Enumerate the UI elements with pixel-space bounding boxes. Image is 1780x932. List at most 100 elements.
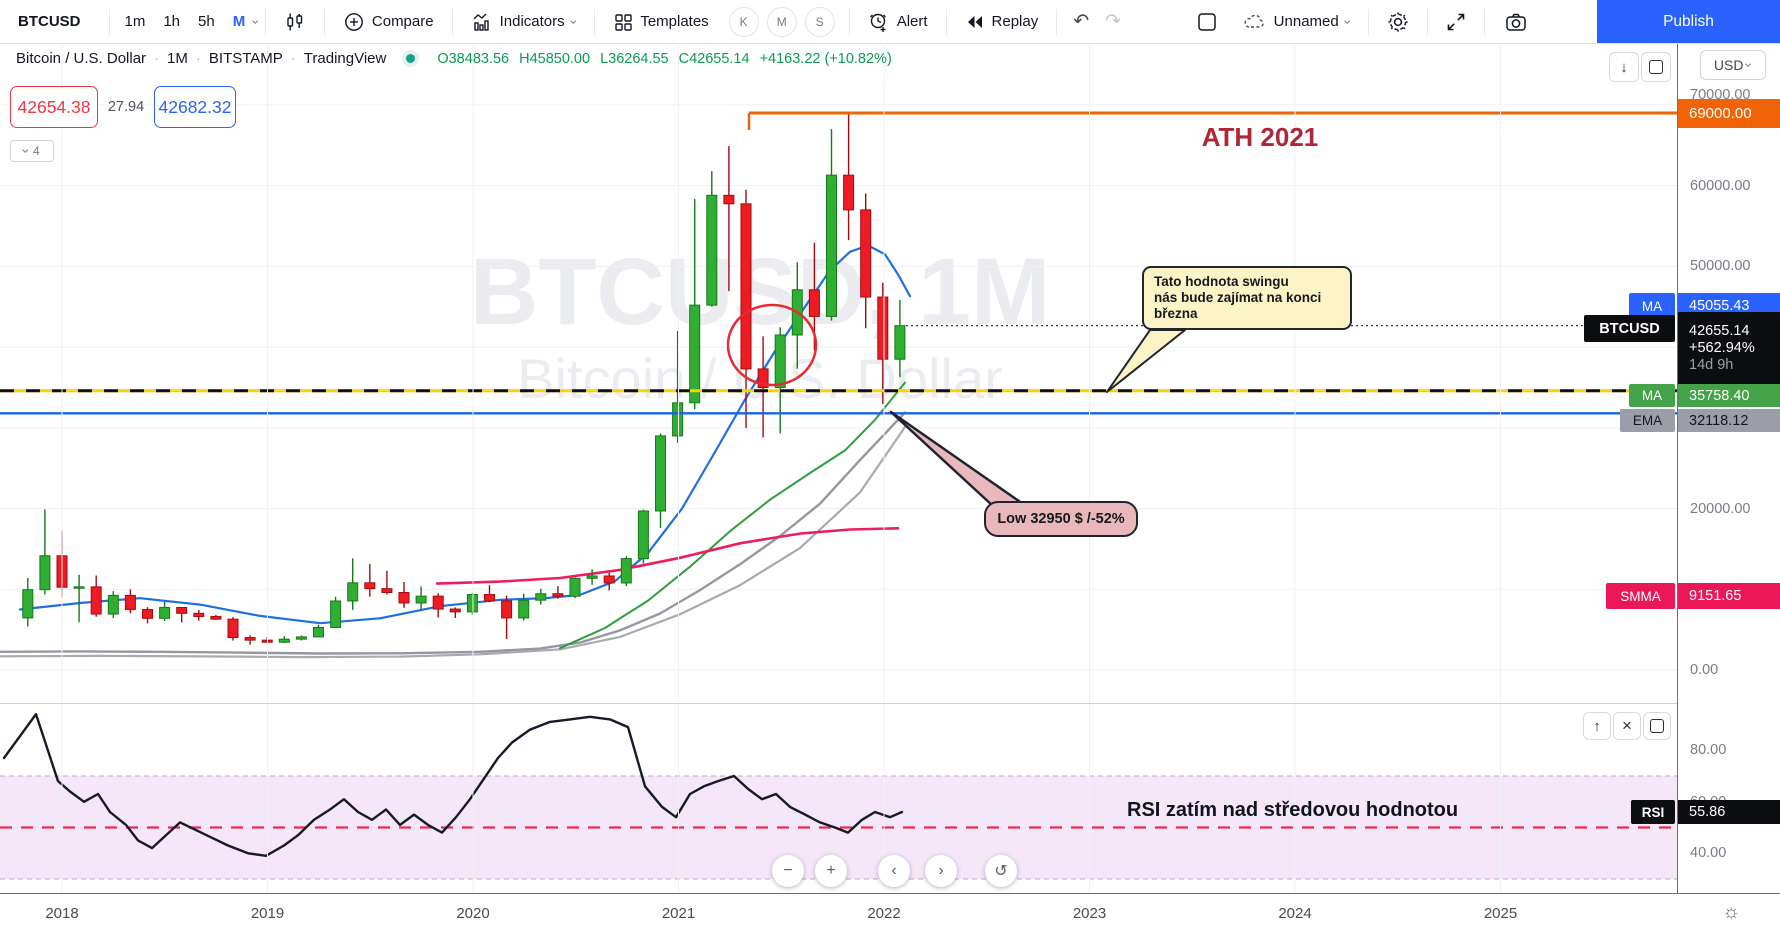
low-note-callout[interactable]: Low 32950 $ /-52% bbox=[984, 501, 1138, 537]
swing-note-callout[interactable]: Tato hodnota swingu nás bude zajímat na … bbox=[1142, 266, 1352, 330]
rsi-note-annotation[interactable]: RSI zatím nad středovou hodnotou bbox=[1127, 799, 1459, 821]
layout-select-icon[interactable] bbox=[1195, 10, 1219, 34]
ma-fast-tag: MA bbox=[1629, 293, 1675, 319]
toolbar-separator bbox=[1484, 8, 1486, 35]
year-label-2020[interactable]: 2020 bbox=[456, 905, 490, 922]
chart-style-button[interactable] bbox=[272, 1, 318, 43]
fullscreen-icon[interactable] bbox=[1445, 11, 1467, 33]
hotkey-s[interactable]: S bbox=[804, 6, 835, 37]
interval-1h[interactable]: 1h bbox=[163, 13, 181, 30]
overlay-ma-blue[interactable] bbox=[18, 244, 912, 625]
layout-chevron-down-icon: › bbox=[1340, 19, 1357, 24]
alert-button[interactable]: Alert bbox=[856, 1, 940, 43]
interval-M[interactable]: M bbox=[232, 13, 246, 30]
interval-1m[interactable]: 1m bbox=[124, 13, 146, 30]
undo-button[interactable]: ↶ bbox=[1073, 11, 1090, 32]
low-callout-tail bbox=[889, 410, 1028, 508]
object-tree-collapse-button[interactable]: › 4 bbox=[10, 140, 54, 162]
candle-body bbox=[637, 510, 649, 560]
scroll-right-button[interactable]: › bbox=[925, 855, 957, 887]
overlay-ma-green[interactable] bbox=[559, 381, 906, 650]
templates-button[interactable]: Templates bbox=[601, 1, 720, 43]
interval-5h[interactable]: 5h bbox=[198, 13, 215, 30]
candle-body bbox=[672, 402, 684, 437]
overlay-ema-gray-1[interactable] bbox=[0, 411, 907, 655]
legend-separator: · bbox=[290, 50, 296, 67]
candle-body bbox=[774, 334, 786, 388]
candle-body bbox=[159, 606, 171, 619]
pane-divider[interactable] bbox=[0, 703, 1677, 704]
candle-body bbox=[330, 600, 342, 628]
candle-body bbox=[176, 606, 188, 614]
year-label-2023[interactable]: 2023 bbox=[1072, 905, 1107, 922]
buy-price: 42682.32 bbox=[158, 96, 232, 117]
rsi-maximize-button[interactable] bbox=[1643, 712, 1671, 740]
candle-body bbox=[142, 608, 153, 619]
rsi-move-pane-up-button[interactable]: ↑ bbox=[1583, 712, 1611, 740]
scroll-to-recent-button[interactable]: ↓ bbox=[1609, 52, 1639, 82]
hotkey-k[interactable]: K bbox=[728, 6, 759, 37]
rsi-pane[interactable] bbox=[0, 713, 1677, 880]
symbol-legend[interactable]: Bitcoin / U.S. Dollar · 1M · BITSTAMP · … bbox=[16, 50, 892, 67]
time-axis-border bbox=[0, 893, 1780, 894]
replay-button[interactable]: Replay bbox=[953, 1, 1051, 43]
zoom-in-button[interactable]: + bbox=[815, 855, 847, 887]
price-axis-border bbox=[1677, 43, 1678, 893]
indicators-label: Indicators bbox=[499, 13, 565, 30]
toolbar-right-group: Unnamed › bbox=[1183, 1, 1542, 43]
ath-2021-annotation[interactable]: ATH 2021 bbox=[1201, 122, 1319, 152]
overlay-smma-pink[interactable] bbox=[435, 526, 900, 585]
redo-button[interactable]: ↷ bbox=[1105, 11, 1122, 32]
legend-provider: TradingView bbox=[303, 50, 387, 67]
scroll-left-button[interactable]: ‹ bbox=[878, 855, 910, 887]
legend-interval: 1M bbox=[167, 50, 188, 67]
open-value: O38483.56 bbox=[437, 50, 510, 67]
snapshot-camera-icon[interactable] bbox=[1504, 11, 1528, 33]
smma-value: 9151.65 bbox=[1678, 583, 1780, 609]
toolbar-separator bbox=[1368, 8, 1370, 35]
settings-gear-icon[interactable] bbox=[1386, 10, 1410, 34]
currency-toggle-button[interactable]: USD › bbox=[1700, 50, 1766, 80]
candle-body bbox=[501, 600, 513, 619]
publish-button[interactable]: Publish bbox=[1596, 0, 1780, 43]
indicators-button[interactable]: Indicators › bbox=[459, 1, 589, 43]
interval-chevron-down-icon[interactable]: › bbox=[248, 19, 265, 24]
zoom-out-button[interactable]: − bbox=[772, 855, 804, 887]
toolbar-separator bbox=[594, 8, 596, 35]
candle-body bbox=[278, 638, 290, 643]
reset-icon: ↺ bbox=[994, 863, 1008, 880]
year-label-2019[interactable]: 2019 bbox=[250, 905, 285, 922]
toolbar-separator bbox=[1056, 8, 1058, 35]
rsi-close-button[interactable]: × bbox=[1613, 712, 1641, 740]
sell-price-button[interactable]: 42654.38 bbox=[10, 86, 98, 128]
indicators-icon bbox=[473, 13, 489, 31]
red-circle-annotation[interactable] bbox=[726, 303, 818, 387]
year-label-2025[interactable]: 2025 bbox=[1483, 905, 1518, 922]
symbol-title: Bitcoin / U.S. Dollar bbox=[16, 50, 147, 67]
candle-body bbox=[466, 594, 478, 613]
overlay-ema-gray-2[interactable] bbox=[0, 425, 907, 659]
candle-body bbox=[295, 636, 307, 640]
hotkey-m[interactable]: M bbox=[766, 6, 797, 37]
cloud-save-button[interactable]: Unnamed › bbox=[1231, 1, 1363, 43]
maximize-pane-button[interactable] bbox=[1641, 52, 1671, 82]
indicators-chevron-down-icon: › bbox=[565, 19, 582, 24]
scroll-right-icon: › bbox=[938, 862, 944, 879]
buy-price-button[interactable]: 42682.32 bbox=[154, 86, 236, 128]
candle-body bbox=[843, 174, 855, 211]
compare-button[interactable]: Compare bbox=[331, 1, 446, 43]
reset-button[interactable]: ↺ bbox=[985, 855, 1017, 887]
main-pane[interactable] bbox=[0, 104, 1677, 671]
layout-name-label: Unnamed bbox=[1273, 13, 1339, 30]
symbol-price-box: 42655.14 +562.94% 14d 9h bbox=[1678, 312, 1780, 384]
theme-sun-icon[interactable]: ☼ bbox=[1722, 901, 1741, 923]
year-label-2018[interactable]: 2018 bbox=[45, 905, 79, 922]
symbol-search-button[interactable]: BTCUSD bbox=[0, 1, 103, 43]
rsi-tick-40: 40.00 bbox=[1690, 845, 1727, 861]
year-label-2024[interactable]: 2024 bbox=[1278, 905, 1312, 922]
year-label-2021[interactable]: 2021 bbox=[661, 905, 696, 922]
year-label-2022[interactable]: 2022 bbox=[867, 905, 901, 922]
rsi-line[interactable] bbox=[2, 713, 904, 857]
